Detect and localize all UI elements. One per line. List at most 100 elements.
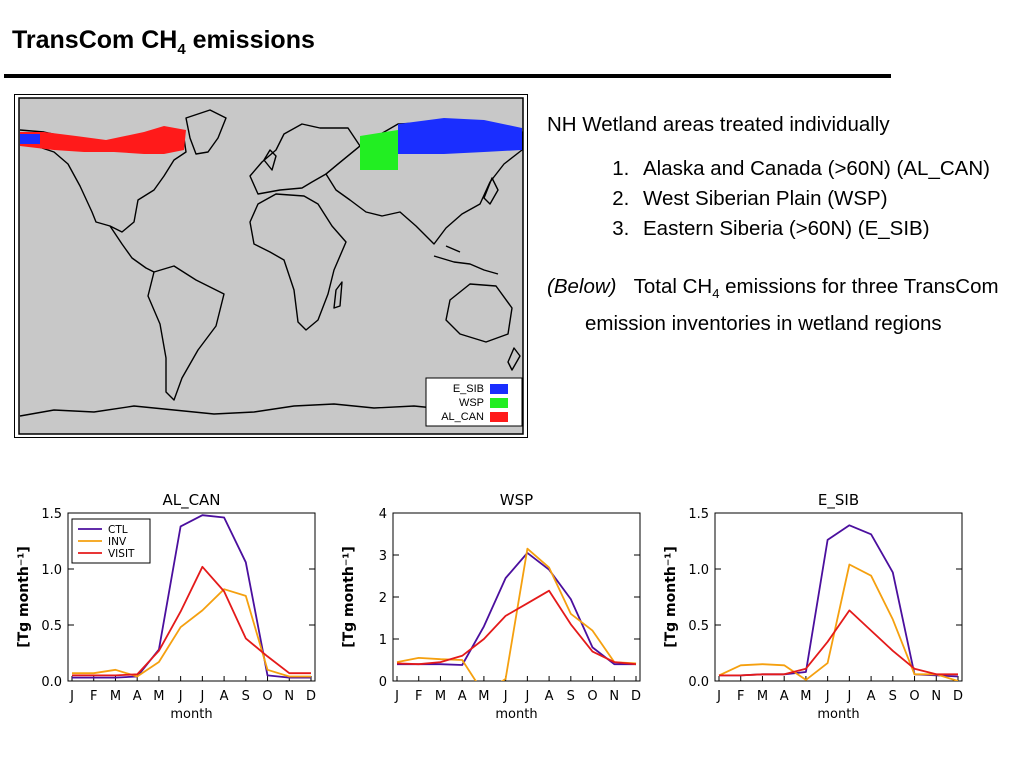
x-tick-label: N xyxy=(284,689,294,704)
series-line-inv xyxy=(396,547,637,681)
chart-title: AL_CAN xyxy=(162,491,220,510)
x-tick-label: O xyxy=(587,689,597,704)
al-can-region xyxy=(20,126,186,154)
notes-panel: NH Wetland areas treated individually Al… xyxy=(547,110,1007,339)
x-tick-label: O xyxy=(262,689,272,704)
y-tick-label: 0.5 xyxy=(688,619,709,634)
central-america-outline xyxy=(109,225,155,273)
x-tick-label: F xyxy=(90,689,97,704)
x-tick-label: D xyxy=(953,689,963,704)
wsp-region xyxy=(360,130,398,170)
y-tick-label: 4 xyxy=(379,507,387,522)
region-list: Alaska and Canada (>60N) (AL_CAN) West S… xyxy=(547,154,1007,244)
x-tick-label: J xyxy=(503,689,508,704)
uk-outline xyxy=(263,149,277,171)
title-divider xyxy=(4,74,891,78)
x-tick-label: M xyxy=(153,689,164,704)
series-line-ctl xyxy=(72,514,311,679)
x-tick-label: J xyxy=(394,689,399,704)
y-tick-label: 3 xyxy=(379,549,387,564)
x-tick-label: F xyxy=(737,689,744,704)
region-list-item: Eastern Siberia (>60N) (E_SIB) xyxy=(635,214,1007,244)
below-caption: (Below) Total CH4 emissions for three Tr… xyxy=(547,275,999,336)
map-legend-swatch-alcan xyxy=(490,412,508,422)
series-line-inv xyxy=(718,563,959,681)
x-axis-label: month xyxy=(170,707,212,722)
map-legend-swatch-wsp xyxy=(490,398,508,408)
world-map: E_SIB WSP AL_CAN xyxy=(14,94,528,438)
x-tick-label: J xyxy=(825,689,830,704)
japan-outline xyxy=(483,177,499,205)
x-axis-label: month xyxy=(495,707,537,722)
x-tick-label: N xyxy=(931,689,941,704)
legend-label: VISIT xyxy=(108,548,135,560)
legend-label: INV xyxy=(108,536,127,548)
map-legend-label: E_SIB xyxy=(453,383,484,395)
x-tick-label: A xyxy=(867,689,876,704)
map-legend-label: AL_CAN xyxy=(441,411,484,423)
series-line-ctl xyxy=(397,552,636,666)
x-tick-label: J xyxy=(716,689,721,704)
madagascar-outline xyxy=(333,281,343,309)
x-tick-label: M xyxy=(800,689,811,704)
y-tick-label: 1 xyxy=(379,633,387,648)
y-tick-label: 1.0 xyxy=(688,563,709,578)
y-tick-label: 0.0 xyxy=(41,675,62,690)
map-legend-swatch-esib xyxy=(490,384,508,394)
x-tick-label: M xyxy=(110,689,121,704)
legend-label: CTL xyxy=(108,524,128,536)
y-axis-label: [Tg month⁻¹] xyxy=(663,546,679,648)
x-tick-label: S xyxy=(889,689,897,704)
y-axis-label: [Tg month⁻¹] xyxy=(341,546,357,648)
e-sib-region xyxy=(398,118,522,154)
y-tick-label: 1.5 xyxy=(688,507,709,522)
series-line-ctl xyxy=(719,524,959,678)
x-tick-label: J xyxy=(524,689,529,704)
x-axis-label: month xyxy=(817,707,859,722)
x-tick-label: J xyxy=(199,689,204,704)
map-legend-label: WSP xyxy=(459,397,484,409)
australia-outline xyxy=(445,283,513,343)
x-tick-label: M xyxy=(757,689,768,704)
al-can-region-alaska-tip xyxy=(20,134,40,144)
y-axis-label: [Tg month⁻¹] xyxy=(16,546,32,648)
y-tick-label: 1.5 xyxy=(41,507,62,522)
map-legend: E_SIB WSP AL_CAN xyxy=(425,377,523,427)
x-tick-label: N xyxy=(609,689,619,704)
region-list-item: West Siberian Plain (WSP) xyxy=(635,184,1007,214)
chart-title: E_SIB xyxy=(818,491,859,510)
x-tick-label: D xyxy=(306,689,316,704)
south-america-outline xyxy=(147,265,225,401)
greenland-outline xyxy=(185,109,227,155)
y-tick-label: 2 xyxy=(379,591,387,606)
x-tick-label: M xyxy=(478,689,489,704)
series-line-visit xyxy=(719,609,958,677)
page-title: TransCom CH4 emissions xyxy=(12,26,315,58)
y-tick-label: 0 xyxy=(379,675,387,690)
notes-intro: NH Wetland areas treated individually xyxy=(547,113,890,136)
series-line-visit xyxy=(396,589,637,666)
x-tick-label: A xyxy=(220,689,229,704)
africa-outline xyxy=(249,193,347,331)
x-tick-label: D xyxy=(631,689,641,704)
new-zealand-outline xyxy=(507,347,521,371)
chart-title: WSP xyxy=(500,491,533,509)
y-tick-label: 0.5 xyxy=(41,619,62,634)
x-tick-label: O xyxy=(909,689,919,704)
x-tick-label: F xyxy=(415,689,422,704)
series-line-inv xyxy=(72,588,311,678)
x-tick-label: S xyxy=(567,689,575,704)
plot-frame xyxy=(714,512,963,682)
x-tick-label: S xyxy=(242,689,250,704)
region-list-item: Alaska and Canada (>60N) (AL_CAN) xyxy=(635,154,1007,184)
series-line-visit xyxy=(72,565,311,677)
y-tick-label: 1.0 xyxy=(41,563,62,578)
x-tick-label: A xyxy=(780,689,789,704)
x-tick-label: A xyxy=(545,689,554,704)
plot-frame xyxy=(67,512,316,682)
x-tick-label: J xyxy=(69,689,74,704)
europe-outline xyxy=(249,123,361,195)
